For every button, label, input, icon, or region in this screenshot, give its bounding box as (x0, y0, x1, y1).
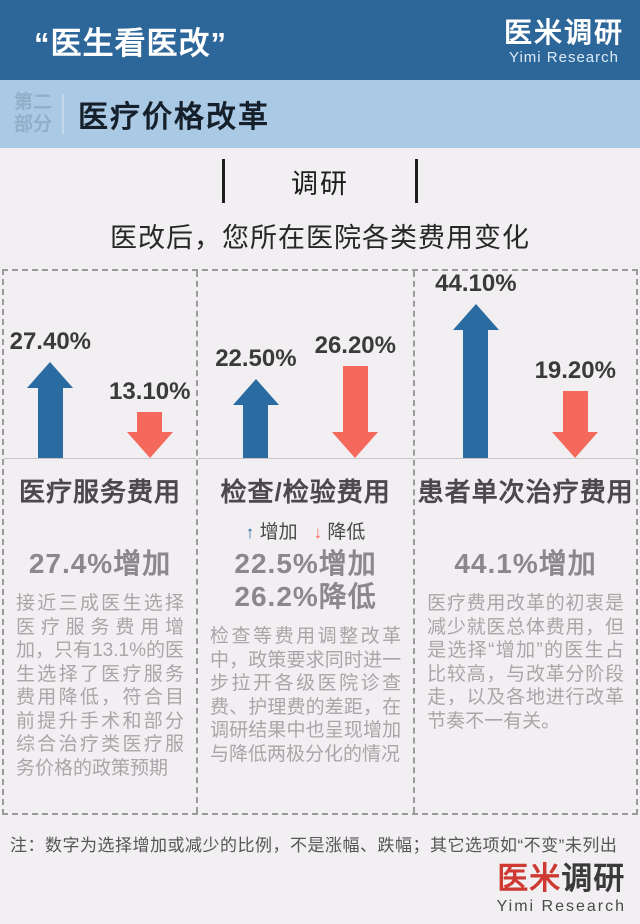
footnote: 注：数字为选择增加或减少的比例，不是涨幅、跌幅；其它选项如“不变”未列出 (10, 836, 618, 855)
stat-line: 22.5%增加 (234, 548, 377, 579)
down-value-label: 13.10% (109, 378, 191, 405)
up-value-label: 44.10% (435, 271, 517, 297)
stat-lines: 27.4%增加 (4, 547, 196, 580)
up-arrow-head-icon (232, 379, 279, 405)
part-divider (62, 94, 65, 134)
legend-up-arrow-icon: ↑ (245, 522, 255, 542)
footer-brand-cn-red: 医米 (497, 860, 562, 896)
part-label-line2: 部分 (14, 114, 53, 135)
up-arrow-head-icon (452, 304, 499, 330)
survey-question: 医改后，您所在医院各类费用变化 (110, 223, 530, 253)
column-title: 患者单次治疗费用 (417, 477, 634, 507)
section-band: 第二 部分 医疗价格改革 (0, 80, 640, 148)
legend-decrease-item: ↓ 降低 (314, 517, 366, 544)
stat-lines: 44.1%增加 (415, 547, 636, 580)
up-arrow (232, 379, 279, 458)
column-title: 医疗服务费用 (19, 477, 182, 507)
right-bar-divider (415, 159, 418, 203)
down-arrow-shaft (562, 391, 588, 432)
increase-arrow-group: 27.40% (10, 328, 91, 458)
up-arrow-shaft (243, 405, 269, 458)
up-arrow-head-icon (27, 362, 74, 388)
footer-brand-en: Yimi Research (496, 898, 626, 915)
survey-label: 调研 (291, 168, 349, 199)
survey-heading: 调研 医改后，您所在医院各类费用变化 (0, 148, 640, 255)
stat-line: 44.1%增加 (454, 548, 597, 579)
part-label: 第二 部分 (14, 92, 52, 136)
down-value-label: 19.20% (534, 357, 616, 384)
decrease-arrow-group: 26.20% (315, 332, 396, 458)
up-arrow-shaft (37, 388, 63, 458)
down-value-label: 26.20% (314, 332, 396, 359)
header-brand-logo: 医米调研 Yimi Research (504, 14, 624, 65)
down-arrow (552, 391, 599, 458)
survey-label-row: 调研 (0, 158, 640, 204)
up-value-label: 22.50% (215, 345, 297, 372)
down-arrow (126, 412, 173, 458)
increase-arrow-group: 44.10% (435, 271, 517, 458)
legend-increase-item: ↑ 增加 (246, 517, 298, 544)
footer-brand-logo: 医米调研 Yimi Research (496, 860, 626, 916)
legend-increase-label: 增加 (259, 521, 298, 543)
down-arrow-shaft (137, 412, 163, 432)
footer-brand-cn-dark: 调研 (561, 860, 626, 896)
increase-arrow-group: 22.50% (215, 345, 297, 458)
left-bar-divider (222, 159, 225, 203)
arrows-zone: 27.40% 13.10% (4, 271, 197, 459)
column-note: 医疗费用改革的初衷是减少就医总体费用，但是选择“增加”的医生占比较高，与改革分阶… (427, 593, 624, 732)
top-header: “医生看医改” 医米调研 Yimi Research (0, 0, 640, 80)
brand-name-cn: 医米调研 (503, 17, 624, 49)
legend-decrease-label: 降低 (327, 521, 366, 543)
arrows-zone: 22.50% 26.20% (198, 271, 414, 459)
legend: ↑ 增加 ↓ 降低 (198, 517, 413, 544)
chart-column: 44.10% 19.20% 患者单次治疗费用 ↑ 增加 ↓ 降低 44.1%增加… (415, 271, 636, 813)
decrease-arrow-group: 19.20% (535, 357, 616, 458)
arrows-zone: 44.10% 19.20% (415, 271, 636, 459)
chart-column: 27.40% 13.10% 医疗服务费用 ↑ 增加 ↓ 降低 27.4%增加 接… (4, 271, 197, 813)
stat-lines: 22.5%增加 26.2%降低 (198, 547, 413, 613)
down-arrow-head-icon (552, 432, 599, 458)
up-value-label: 27.40% (9, 328, 92, 355)
legend-down-arrow-icon: ↓ (313, 522, 323, 542)
up-arrow (27, 362, 74, 458)
column-note: 接近三成医生选择医疗服务费用增加，只有13.1%的医生选择了医疗服务费用降低，符… (16, 593, 185, 779)
stat-line: 26.2%降低 (234, 581, 377, 613)
brand-name-en: Yimi Research (509, 48, 619, 66)
part-label-line1: 第二 (14, 92, 53, 114)
up-arrow (452, 304, 499, 458)
down-arrow (332, 366, 379, 458)
column-title: 检查/检验费用 (220, 477, 391, 507)
down-arrow-head-icon (126, 432, 173, 458)
footer-brand-cn: 医米调研 (497, 860, 626, 896)
page-title: “医生看医改” (34, 25, 227, 61)
column-note: 检查等费用调整改革中，政策要求同时进一步拉开各级医院诊查费、护理费的差距，在调研… (210, 626, 402, 765)
up-arrow-shaft (463, 330, 489, 458)
down-arrow-shaft (342, 366, 368, 432)
stat-line: 27.4%增加 (28, 548, 172, 579)
down-arrow-head-icon (332, 432, 379, 458)
chart-panel: 27.40% 13.10% 医疗服务费用 ↑ 增加 ↓ 降低 27.4%增加 接… (2, 269, 638, 815)
decrease-arrow-group: 13.10% (109, 378, 190, 458)
section-title: 医疗价格改革 (78, 101, 271, 134)
chart-column: 22.50% 26.20% 检查/检验费用 ↑ 增加 ↓ 降低 22.5%增加 2… (196, 271, 416, 813)
